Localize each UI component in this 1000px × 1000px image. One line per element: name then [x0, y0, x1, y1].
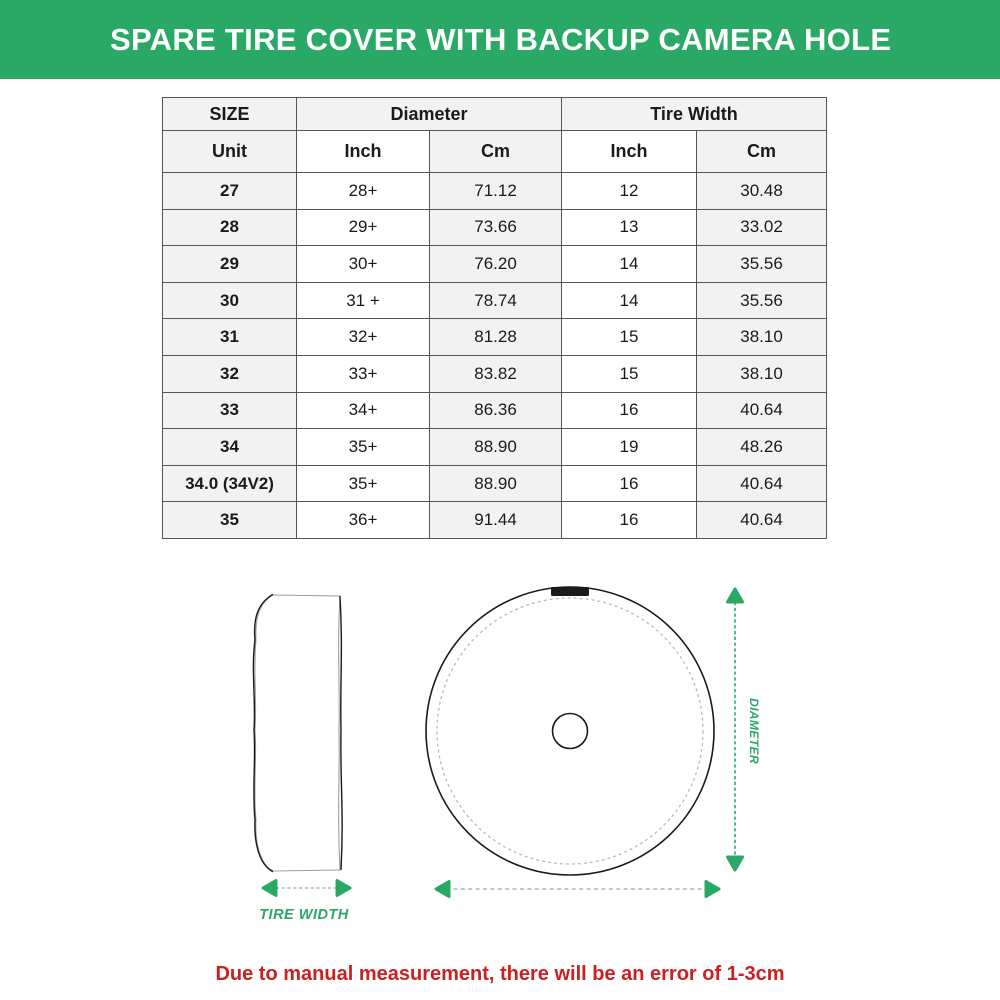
svg-text:TIRE WIDTH: TIRE WIDTH: [259, 907, 349, 923]
svg-text:DIAMETER: DIAMETER: [747, 698, 761, 764]
